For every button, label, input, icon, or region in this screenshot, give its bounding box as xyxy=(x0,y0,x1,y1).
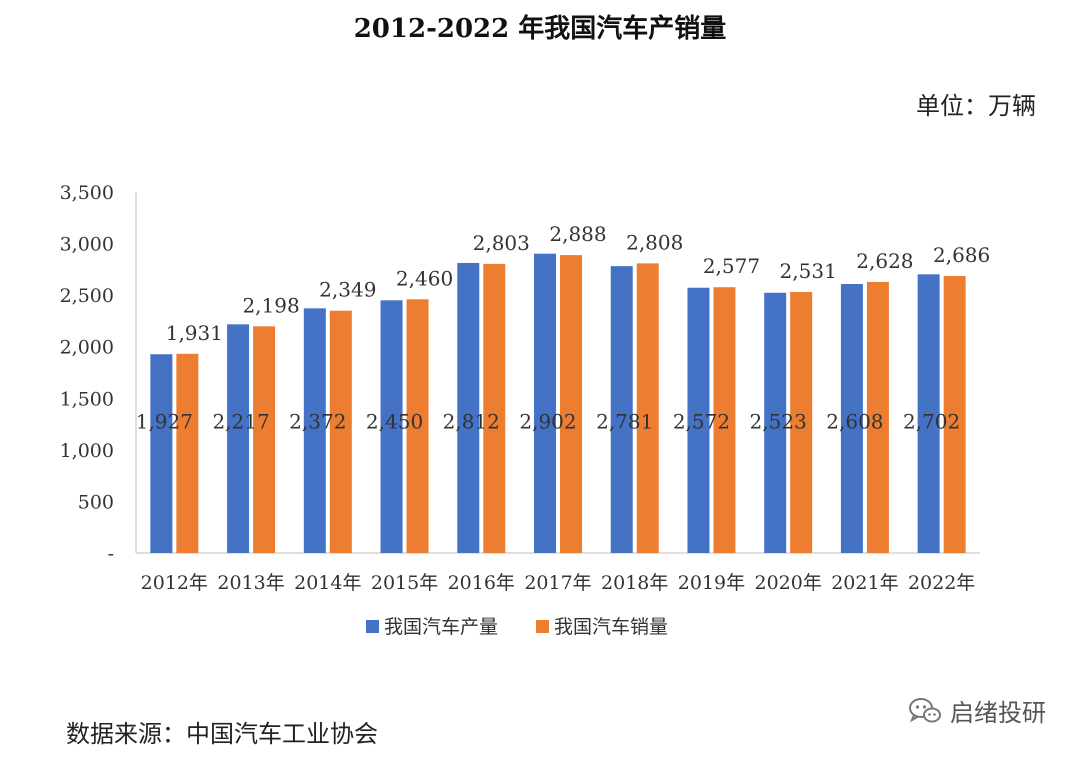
chart-title: 2012-2022 年我国汽车产销量 xyxy=(353,14,727,44)
data-label-production: 2,781 xyxy=(596,409,653,433)
bar-production xyxy=(457,262,480,553)
data-label-sales: 2,531 xyxy=(780,259,837,283)
data-label-production: 2,812 xyxy=(443,409,500,433)
bar-sales xyxy=(329,310,352,553)
legend-swatch xyxy=(536,620,549,633)
data-label-production: 2,572 xyxy=(673,409,730,433)
x-tick-label: 2020年 xyxy=(755,572,822,594)
data-label-sales: 2,198 xyxy=(242,293,299,317)
y-tick-label: 3,000 xyxy=(60,234,114,256)
x-tick-label: 2018年 xyxy=(601,572,668,594)
x-tick-label: 2012年 xyxy=(141,572,208,594)
x-tick-label: 2017年 xyxy=(524,572,591,594)
bar-production xyxy=(150,354,173,553)
bar-sales xyxy=(253,326,276,553)
x-tick-label: 2019年 xyxy=(678,572,745,594)
x-tick-label: 2022年 xyxy=(908,572,975,594)
y-tick-label: 2,500 xyxy=(60,285,114,307)
x-tick-label: 2013年 xyxy=(217,572,284,594)
y-tick-label: 1,500 xyxy=(60,388,114,410)
bar-sales xyxy=(790,291,813,553)
data-label-sales: 2,803 xyxy=(473,231,530,255)
x-tick-label: 2015年 xyxy=(371,572,438,594)
data-label-sales: 2,577 xyxy=(703,254,760,278)
bar-production xyxy=(380,300,403,553)
x-tick-label: 2014年 xyxy=(294,572,361,594)
bar-production xyxy=(227,324,250,553)
legend-label: 我国汽车产量 xyxy=(384,616,498,638)
legend-swatch xyxy=(366,620,379,633)
y-tick-label: 3,500 xyxy=(60,182,114,204)
data-label-sales: 2,628 xyxy=(856,249,913,273)
y-tick-label: 2,000 xyxy=(60,337,114,359)
y-tick-label: 1,000 xyxy=(60,440,114,462)
y-tick-label: - xyxy=(108,543,114,565)
data-label-sales: 2,686 xyxy=(933,243,990,267)
bar-sales xyxy=(176,353,199,553)
bar-production xyxy=(764,292,787,553)
x-tick-label: 2021年 xyxy=(831,572,898,594)
data-label-production: 2,450 xyxy=(366,409,423,433)
bar-sales xyxy=(713,287,736,553)
bar-chart: - 500 1,000 1,500 2,000 2,500 3,000 3,500 1,927 1… xyxy=(60,182,991,638)
bar-sales xyxy=(406,299,429,553)
legend-label: 我国汽车销量 xyxy=(554,616,668,638)
wechat-icon xyxy=(909,697,941,722)
bar-production xyxy=(534,253,556,553)
bar-production xyxy=(840,284,863,553)
x-tick-label: 2016年 xyxy=(448,572,515,594)
unit-label: 单位：万辆 xyxy=(916,92,1036,120)
data-label-production: 2,702 xyxy=(903,409,960,433)
data-label-production: 2,608 xyxy=(826,409,883,433)
bar-sales xyxy=(560,255,582,554)
source-note: 数据来源：中国汽车工业协会 xyxy=(66,720,378,748)
data-label-production: 2,372 xyxy=(289,409,346,433)
data-label-sales: 2,888 xyxy=(549,222,606,246)
data-label-production: 2,523 xyxy=(750,409,807,433)
watermark: 启绪投研 xyxy=(908,693,1046,728)
data-label-sales: 2,808 xyxy=(626,230,683,254)
data-label-production: 1,927 xyxy=(136,409,193,433)
bar-production xyxy=(917,274,940,553)
bar-production xyxy=(687,287,710,553)
data-label-production: 2,217 xyxy=(212,409,269,433)
bar-sales xyxy=(943,275,966,553)
bar-production xyxy=(610,266,633,553)
data-label-sales: 1,931 xyxy=(166,321,223,345)
y-tick-label: 500 xyxy=(78,491,114,513)
bar-sales xyxy=(483,263,506,553)
watermark-text: 启绪投研 xyxy=(950,699,1046,727)
bar-production xyxy=(303,308,326,553)
data-label-sales: 2,349 xyxy=(319,278,376,302)
bar-sales xyxy=(636,263,659,553)
data-label-sales: 2,460 xyxy=(396,266,453,290)
data-label-production: 2,902 xyxy=(519,409,576,433)
bar-sales xyxy=(866,281,889,553)
